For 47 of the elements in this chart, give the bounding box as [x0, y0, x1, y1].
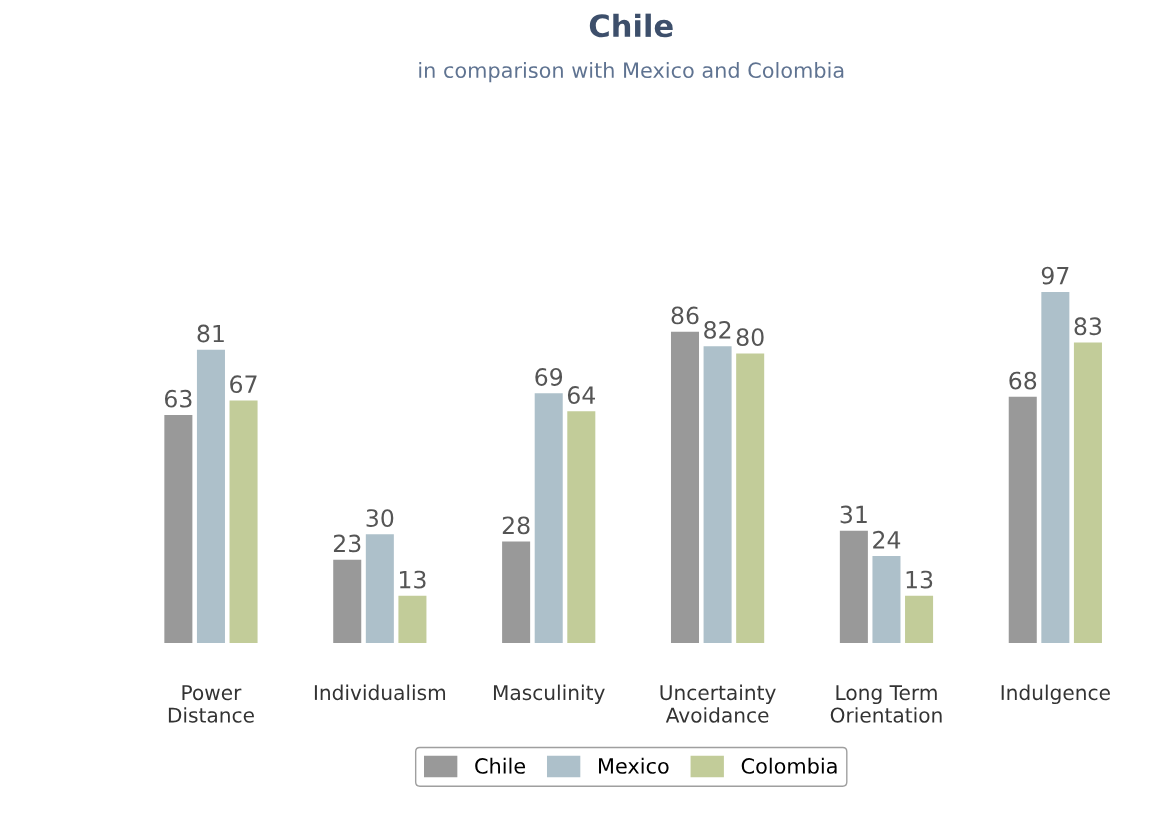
x-tick-label: Masculinity	[493, 684, 605, 705]
bar	[703, 346, 732, 643]
data-label: 63	[164, 389, 192, 408]
data-label: 80	[736, 328, 764, 347]
data-label: 81	[197, 324, 224, 343]
data-label: 64	[567, 386, 595, 404]
bar	[534, 393, 563, 643]
bar	[333, 559, 362, 643]
bar	[670, 331, 700, 643]
bar	[567, 411, 596, 643]
data-label: 97	[1041, 266, 1069, 285]
data-label: 30	[366, 509, 394, 528]
bar	[905, 595, 934, 643]
data-label: 69	[535, 368, 563, 386]
bar	[1008, 396, 1037, 643]
x-tick-label: Uncertainty Avoidance	[660, 684, 776, 723]
chart-title: Chile	[589, 13, 673, 38]
x-tick-label: Power Distance	[168, 685, 254, 723]
data-label: 68	[1009, 371, 1037, 390]
bar	[1073, 342, 1102, 643]
data-label: 28	[502, 516, 530, 535]
bar	[1041, 291, 1070, 643]
bar	[502, 541, 531, 643]
data-label: 23	[333, 534, 361, 553]
x-tick-label: Indulgence	[1001, 684, 1110, 705]
legend-label: Chile	[475, 757, 526, 774]
legend-label: Colombia	[741, 757, 837, 774]
data-label: 31	[840, 505, 867, 524]
data-label: 24	[873, 530, 901, 549]
data-label: 13	[906, 570, 933, 589]
data-label: 83	[1074, 317, 1102, 336]
legend-label: Mexico	[599, 757, 669, 774]
bar	[365, 534, 394, 643]
bar	[164, 414, 193, 643]
bar	[398, 595, 427, 643]
data-label: 82	[704, 320, 731, 339]
bar	[872, 556, 901, 643]
x-tick-label: Long Term Orientation	[830, 685, 942, 723]
data-label: 13	[400, 570, 426, 589]
bar	[839, 530, 868, 643]
bar	[196, 349, 225, 643]
data-label: 67	[230, 375, 257, 394]
data-label: 86	[671, 306, 699, 325]
bar	[229, 400, 258, 643]
bar	[736, 353, 765, 643]
x-tick-label: Individualism	[314, 684, 446, 701]
chart-subtitle: in comparison with Mexico and Colombia	[419, 61, 844, 83]
